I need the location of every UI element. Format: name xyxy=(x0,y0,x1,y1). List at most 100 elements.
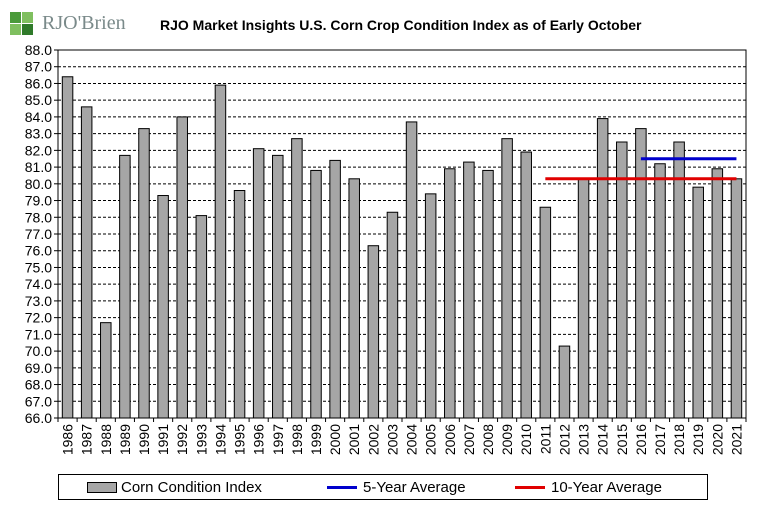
x-tick-label-2002: 2002 xyxy=(365,424,381,455)
bar-1993 xyxy=(195,215,208,419)
bar-1987 xyxy=(80,106,93,419)
bar-2019 xyxy=(692,186,704,419)
axes xyxy=(54,49,747,422)
legend-item-bars: Corn Condition Index xyxy=(87,478,262,496)
bar-1992 xyxy=(176,116,188,419)
x-tick-label-1988: 1988 xyxy=(98,424,114,455)
bar-2007 xyxy=(463,161,475,419)
y-tick-label: 79.0 xyxy=(25,193,52,209)
bar-2012 xyxy=(558,345,571,419)
bar-2021 xyxy=(730,178,743,419)
y-tick-label: 78.0 xyxy=(25,209,52,225)
x-tick-label-2008: 2008 xyxy=(480,424,496,455)
y-tick-label: 66.0 xyxy=(25,410,52,426)
x-tick-label-1992: 1992 xyxy=(174,424,190,455)
y-tick-label: 87.0 xyxy=(25,59,52,75)
bar-1991 xyxy=(157,195,169,419)
plot-frame xyxy=(57,49,747,419)
logo-text: RJO'Brien xyxy=(42,12,126,34)
x-tick-label-2016: 2016 xyxy=(633,424,649,455)
bar-2013 xyxy=(577,178,590,419)
legend-item-five-year: 5-Year Average xyxy=(327,478,466,496)
legend-label-bars: Corn Condition Index xyxy=(121,478,262,496)
y-tick-label: 69.0 xyxy=(25,360,52,376)
x-tick-label-1995: 1995 xyxy=(232,424,248,455)
bar-chart: 66.067.068.069.070.071.072.073.074.075.0… xyxy=(25,42,747,455)
chart-title: RJO Market Insights U.S. Corn Crop Condi… xyxy=(160,17,642,33)
bar-1989 xyxy=(119,154,131,419)
x-tick-label-2019: 2019 xyxy=(690,424,706,455)
y-tick-label: 81.0 xyxy=(25,159,52,175)
average-lines xyxy=(545,157,737,181)
logo-mark-icon xyxy=(10,12,33,35)
x-tick-label-2021: 2021 xyxy=(728,424,744,455)
y-tick-label: 76.0 xyxy=(25,243,52,259)
y-tick-label: 82.0 xyxy=(25,142,52,158)
x-tick-label-2005: 2005 xyxy=(423,424,439,455)
x-tick-labels: 1986 1987 1988 1989 1990 1991 1992 1993 1994 1995… xyxy=(60,424,745,455)
y-tick-label: 70.0 xyxy=(25,343,52,359)
y-tick-label: 72.0 xyxy=(25,310,52,326)
legend-label-five-year: 5-Year Average xyxy=(363,478,466,496)
bar-2018 xyxy=(673,141,685,419)
bar-2010 xyxy=(520,151,532,419)
bar-2009 xyxy=(501,138,513,419)
x-tick-label-1998: 1998 xyxy=(289,424,305,455)
x-tick-label-2006: 2006 xyxy=(442,424,458,455)
y-tick-labels: 66.067.068.069.070.071.072.073.074.075.0… xyxy=(25,42,52,426)
x-tick-label-2014: 2014 xyxy=(595,424,611,455)
bar-2016 xyxy=(635,128,647,419)
bars xyxy=(61,76,743,419)
legend: Corn Condition Index 5-Year Average 10-Y… xyxy=(58,474,708,500)
bar-1999 xyxy=(310,169,322,419)
legend-swatch-ten-year xyxy=(515,485,545,489)
x-tick-label-2013: 2013 xyxy=(576,424,592,455)
x-tick-label-1987: 1987 xyxy=(79,424,95,455)
x-tick-label-1986: 1986 xyxy=(60,424,76,455)
bar-2011 xyxy=(539,206,552,419)
x-tick-label-1990: 1990 xyxy=(136,424,152,455)
x-tick-label-2015: 2015 xyxy=(614,424,630,455)
bar-2001 xyxy=(348,178,360,419)
rjobrien-logo: RJO'Brien xyxy=(8,8,138,36)
bar-2015 xyxy=(616,141,628,419)
x-tick-label-2012: 2012 xyxy=(556,424,572,455)
bar-1997 xyxy=(272,154,284,419)
x-tick-label-1999: 1999 xyxy=(308,424,324,455)
y-tick-label: 84.0 xyxy=(25,109,52,125)
x-tick-label-2003: 2003 xyxy=(384,424,400,455)
legend-item-ten-year: 10-Year Average xyxy=(515,478,662,496)
x-tick-label-2010: 2010 xyxy=(518,424,534,455)
x-tick-label-1994: 1994 xyxy=(212,424,228,455)
y-tick-label: 80.0 xyxy=(25,176,52,192)
y-tick-label: 88.0 xyxy=(25,42,52,58)
bar-2017 xyxy=(654,163,666,419)
x-tick-label-2009: 2009 xyxy=(499,424,515,455)
legend-swatch-bars xyxy=(87,481,117,493)
legend-swatch-five-year xyxy=(327,485,357,489)
bar-1995 xyxy=(233,190,246,419)
bar-2000 xyxy=(329,159,341,419)
bar-1988 xyxy=(100,322,112,419)
x-tick-label-2007: 2007 xyxy=(461,424,477,455)
y-tick-label: 67.0 xyxy=(25,393,52,409)
y-tick-label: 73.0 xyxy=(25,293,52,309)
y-tick-label: 86.0 xyxy=(25,75,52,91)
x-tick-label-2001: 2001 xyxy=(346,424,362,455)
bar-2003 xyxy=(386,211,399,419)
y-tick-label: 77.0 xyxy=(25,226,52,242)
bar-2014 xyxy=(596,118,609,419)
y-tick-label: 71.0 xyxy=(25,326,52,342)
x-tick-label-1989: 1989 xyxy=(117,424,133,455)
bar-2020 xyxy=(711,168,724,419)
x-tick-label-1993: 1993 xyxy=(193,424,209,455)
y-tick-label: 83.0 xyxy=(25,126,52,142)
bar-1996 xyxy=(252,148,265,419)
x-tick-label-1997: 1997 xyxy=(270,424,286,455)
bar-1998 xyxy=(291,138,303,419)
bar-2005 xyxy=(424,193,437,419)
y-tick-label: 68.0 xyxy=(25,377,52,393)
x-tick-label-1991: 1991 xyxy=(155,424,171,455)
bar-2008 xyxy=(482,169,494,419)
x-tick-label-2000: 2000 xyxy=(327,424,343,455)
